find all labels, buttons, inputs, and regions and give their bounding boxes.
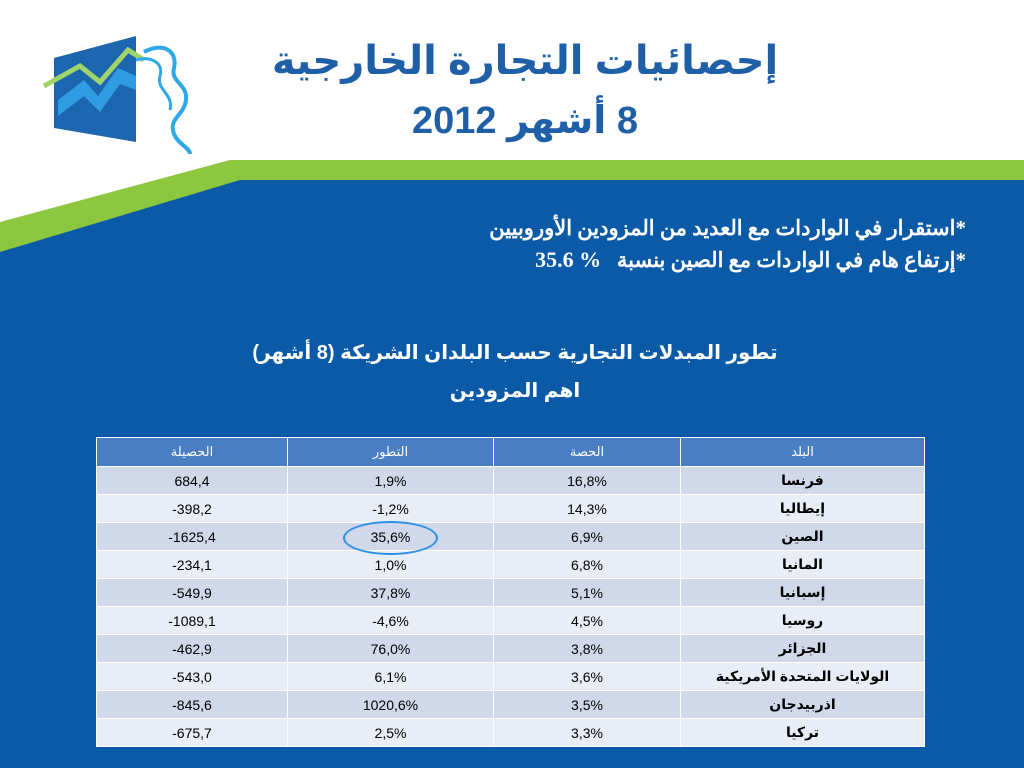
- balance-cell: -845,6: [96, 690, 288, 719]
- highlight-item: *استقرار في الواردات مع العديد من المزود…: [366, 212, 966, 244]
- share-cell: 3,3%: [493, 718, 681, 747]
- section-subtitle: اهم المزودين: [449, 380, 581, 402]
- page-subtitle-period: 8 أشهر 2012: [412, 100, 638, 142]
- table-header-row: الحصيلة التطور الحصة البلد: [96, 437, 925, 467]
- growth-cell: -1,2%: [287, 494, 494, 523]
- country-cell: إسبانيا: [680, 578, 925, 607]
- growth-cell: 1,9%: [287, 466, 494, 495]
- highlight-text: *إرتفاع هام في الواردات مع الصين بنسبة: [616, 248, 966, 272]
- table-row: -675,7 2,5% 3,3% تركيا: [96, 718, 925, 747]
- table-row: -845,6 1020,6% 3,5% اذربيدجان: [96, 690, 925, 719]
- share-cell: 5,1%: [493, 578, 681, 607]
- table-row: -549,9 37,8% 5,1% إسبانيا: [96, 578, 925, 607]
- share-cell: 3,8%: [493, 634, 681, 663]
- table-row: -1625,4 35,6% 6,9% الصين: [96, 522, 925, 551]
- growth-cell: 2,5%: [287, 718, 494, 747]
- balance-cell: -1625,4: [96, 522, 288, 551]
- country-cell: الجزائر: [680, 634, 925, 663]
- growth-cell: 6,1%: [287, 662, 494, 691]
- balance-cell: -234,1: [96, 550, 288, 579]
- country-cell: اذربيدجان: [680, 690, 925, 719]
- table-row: -543,0 6,1% 3,6% الولايات المتحدة الأمري…: [96, 662, 925, 691]
- column-header-share: الحصة: [493, 437, 681, 467]
- highlights-list: *استقرار في الواردات مع العديد من المزود…: [366, 212, 966, 276]
- country-cell: الصين: [680, 522, 925, 551]
- balance-cell: 684,4: [96, 466, 288, 495]
- share-cell: 16,8%: [493, 466, 681, 495]
- highlight-percentage: 35.6 %: [535, 247, 602, 272]
- country-cell: الولايات المتحدة الأمريكية: [680, 662, 925, 691]
- growth-cell: 1020,6%: [287, 690, 494, 719]
- balance-cell: -1089,1: [96, 606, 288, 635]
- share-cell: 3,6%: [493, 662, 681, 691]
- share-cell: 4,5%: [493, 606, 681, 635]
- table-row: 684,4 1,9% 16,8% فرنسا: [96, 466, 925, 495]
- ministry-logo-icon: [42, 36, 192, 155]
- table-row: -398,2 -1,2% 14,3% إيطاليا: [96, 494, 925, 523]
- balance-cell: -549,9: [96, 578, 288, 607]
- growth-cell: 35,6%: [287, 522, 494, 551]
- growth-cell: 1,0%: [287, 550, 494, 579]
- balance-cell: -675,7: [96, 718, 288, 747]
- page-title: إحصائيات التجارة الخارجية: [271, 39, 779, 83]
- table-row: -462,9 76,0% 3,8% الجزائر: [96, 634, 925, 663]
- section-title: تطور المبدلات التجارية حسب البلدان الشري…: [252, 342, 778, 364]
- table-row: -234,1 1,0% 6,8% المانيا: [96, 550, 925, 579]
- balance-cell: -543,0: [96, 662, 288, 691]
- country-cell: تركيا: [680, 718, 925, 747]
- suppliers-table: الحصيلة التطور الحصة البلد 684,4 1,9% 16…: [96, 437, 925, 747]
- balance-cell: -398,2: [96, 494, 288, 523]
- country-cell: روسيا: [680, 606, 925, 635]
- share-cell: 6,8%: [493, 550, 681, 579]
- column-header-growth: التطور: [287, 437, 494, 467]
- column-header-country: البلد: [680, 437, 925, 467]
- highlight-text: *استقرار في الواردات مع العديد من المزود…: [489, 216, 966, 240]
- growth-cell: -4,6%: [287, 606, 494, 635]
- column-header-balance: الحصيلة: [96, 437, 288, 467]
- balance-cell: -462,9: [96, 634, 288, 663]
- highlight-item: *إرتفاع هام في الواردات مع الصين بنسبة 3…: [366, 244, 966, 276]
- growth-cell: 76,0%: [287, 634, 494, 663]
- growth-cell: 37,8%: [287, 578, 494, 607]
- country-cell: إيطاليا: [680, 494, 925, 523]
- share-cell: 14,3%: [493, 494, 681, 523]
- table-row: -1089,1 -4,6% 4,5% روسيا: [96, 606, 925, 635]
- country-cell: فرنسا: [680, 466, 925, 495]
- share-cell: 3,5%: [493, 690, 681, 719]
- share-cell: 6,9%: [493, 522, 681, 551]
- country-cell: المانيا: [680, 550, 925, 579]
